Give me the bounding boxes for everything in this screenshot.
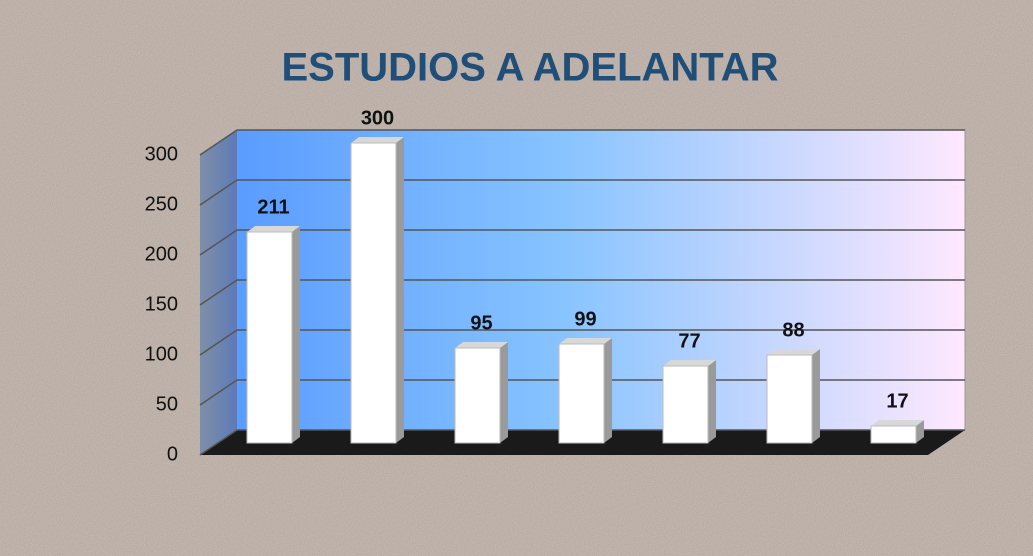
y-tick-label: 150 [145, 293, 178, 315]
y-tick-label: 200 [145, 243, 178, 265]
y-tick-label: 50 [156, 393, 178, 415]
bar-top [871, 420, 924, 426]
grid-line-side [199, 429, 238, 456]
data-label: 17 [886, 390, 908, 412]
y-tick-label: 300 [145, 143, 178, 165]
bar-side [292, 226, 300, 443]
bar-top [455, 342, 508, 348]
bar-top [663, 360, 716, 366]
grid-line-side [199, 229, 238, 256]
bar-side [396, 137, 404, 443]
grid-line-side [199, 279, 238, 306]
data-label: 95 [470, 312, 492, 334]
bars [246, 137, 924, 444]
bar [454, 347, 501, 444]
bar-top [351, 137, 404, 143]
bar-side [708, 360, 716, 443]
data-label: 88 [782, 319, 804, 341]
bar-top [247, 226, 300, 232]
bar [350, 142, 397, 444]
bar [766, 354, 813, 444]
data-label: 211 [257, 196, 289, 218]
grid-line-side [199, 329, 238, 356]
bar-side [812, 349, 820, 443]
y-tick-label: 250 [145, 193, 178, 215]
bar-top [767, 349, 820, 355]
y-tick-label: 0 [167, 443, 178, 465]
grid-line-side [199, 179, 238, 206]
data-label: 300 [361, 107, 394, 129]
bar [246, 231, 293, 444]
bar-top [559, 338, 612, 344]
bar [558, 343, 605, 444]
bar [870, 425, 917, 444]
chart-title: ESTUDIOS A ADELANTAR [281, 46, 778, 90]
y-tick-label: 100 [145, 343, 178, 365]
bar [662, 365, 709, 444]
data-label: 99 [574, 308, 596, 330]
bar-side [500, 342, 508, 443]
bar-side [916, 420, 924, 443]
grid-line-side [199, 379, 238, 406]
bar-side [604, 338, 612, 443]
grid-line-side [199, 129, 238, 156]
data-label: 77 [678, 330, 700, 352]
